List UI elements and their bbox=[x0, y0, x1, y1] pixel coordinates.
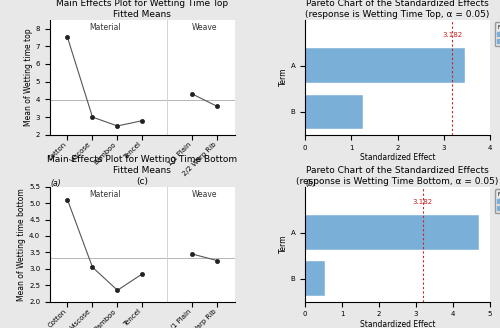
Text: Material: Material bbox=[89, 190, 121, 199]
Bar bbox=[305, 261, 326, 296]
Text: (b): (b) bbox=[305, 178, 316, 188]
Text: 3.182: 3.182 bbox=[412, 199, 433, 205]
Bar bbox=[305, 215, 479, 250]
Legend: A   Material, B   Weave: A Material, B Weave bbox=[494, 22, 500, 47]
Title: Main Effects Plot for Wetting Time Bottom
Fitted Means
(c): Main Effects Plot for Wetting Time Botto… bbox=[48, 154, 238, 186]
X-axis label: Standardized Effect: Standardized Effect bbox=[360, 153, 436, 162]
Bar bbox=[305, 94, 363, 129]
Y-axis label: Term: Term bbox=[279, 235, 288, 254]
Text: 3.182: 3.182 bbox=[442, 32, 462, 38]
X-axis label: Standardized Effect: Standardized Effect bbox=[360, 320, 436, 328]
Legend: A   Material, B   Weave: A Material, B Weave bbox=[494, 189, 500, 214]
Bar bbox=[305, 49, 464, 83]
Text: (a): (a) bbox=[50, 178, 60, 188]
Y-axis label: Term: Term bbox=[279, 68, 288, 87]
Text: Weave: Weave bbox=[192, 190, 218, 199]
Title: Main Effects Plot for Wetting Time Top
Fitted Means: Main Effects Plot for Wetting Time Top F… bbox=[56, 0, 228, 19]
Text: Material: Material bbox=[89, 23, 121, 32]
Text: Weave: Weave bbox=[192, 23, 218, 32]
Y-axis label: Mean of Wetting time top: Mean of Wetting time top bbox=[24, 29, 33, 126]
Y-axis label: Mean of Wetting time bottom: Mean of Wetting time bottom bbox=[17, 188, 26, 300]
Title: Pareto Chart of the Standardized Effects
(response is Wetting Time Bottom, α = 0: Pareto Chart of the Standardized Effects… bbox=[296, 166, 499, 186]
Title: Pareto Chart of the Standardized Effects
(response is Wetting Time Top, α = 0.05: Pareto Chart of the Standardized Effects… bbox=[306, 0, 490, 19]
